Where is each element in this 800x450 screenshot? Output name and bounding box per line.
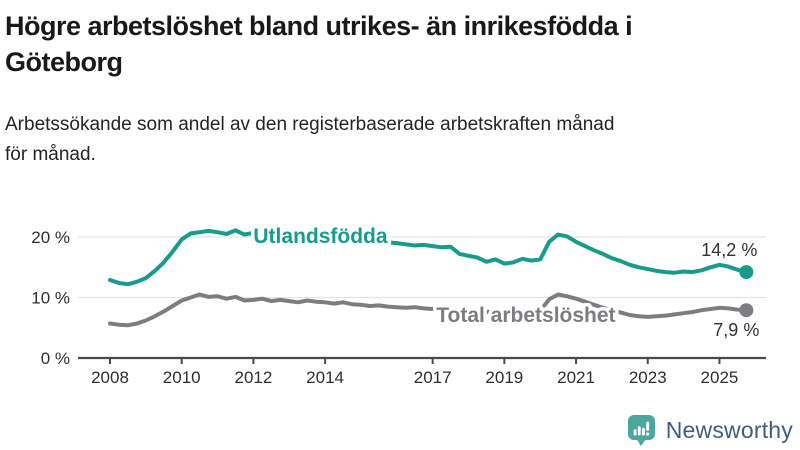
y-tick-label: 10 % xyxy=(31,289,70,308)
x-tick-label: 2019 xyxy=(485,368,523,387)
x-tick-label: 2021 xyxy=(557,368,595,387)
newsworthy-icon xyxy=(627,415,655,446)
series-end-value-label: 7,9 % xyxy=(713,320,759,340)
x-tick-label: 2012 xyxy=(234,368,272,387)
series-end-value-label: 14,2 % xyxy=(701,240,757,260)
series-label-total: Total arbetslöshet xyxy=(436,304,615,327)
y-tick-label: 20 % xyxy=(31,228,70,247)
x-tick-label: 2023 xyxy=(629,368,667,387)
y-tick-label: 0 % xyxy=(41,349,70,368)
series-label-utlandsfodda: Utlandsfödda xyxy=(253,225,387,248)
x-tick-label: 2008 xyxy=(91,368,129,387)
series-line-utlandsfodda xyxy=(108,228,749,287)
x-tick-label: 2017 xyxy=(414,368,452,387)
newsworthy-logo-text: Newsworthy xyxy=(665,417,793,443)
chart-subtitle: Arbetssökande som andel av den registerb… xyxy=(5,114,615,165)
x-tick-label: 2010 xyxy=(163,368,201,387)
series-end-dot xyxy=(739,303,754,318)
chart-title: Högre arbetslöshet bland utrikes- än inr… xyxy=(5,11,633,78)
line-chart-svg: 2008 2010 2012 2014 2017 2019 2021 2023 2025 0 % 1… xyxy=(31,222,766,387)
line-chart: 2008 2010 2012 2014 2017 2019 2021 2023 2025 0 % 1… xyxy=(0,188,800,400)
x-tick-label: 2025 xyxy=(701,368,739,387)
series-line-total xyxy=(108,292,749,328)
x-tick-label: 2014 xyxy=(306,368,344,387)
series-end-dot xyxy=(739,265,754,280)
newsworthy-logo[interactable]: Newsworthy xyxy=(627,414,793,447)
